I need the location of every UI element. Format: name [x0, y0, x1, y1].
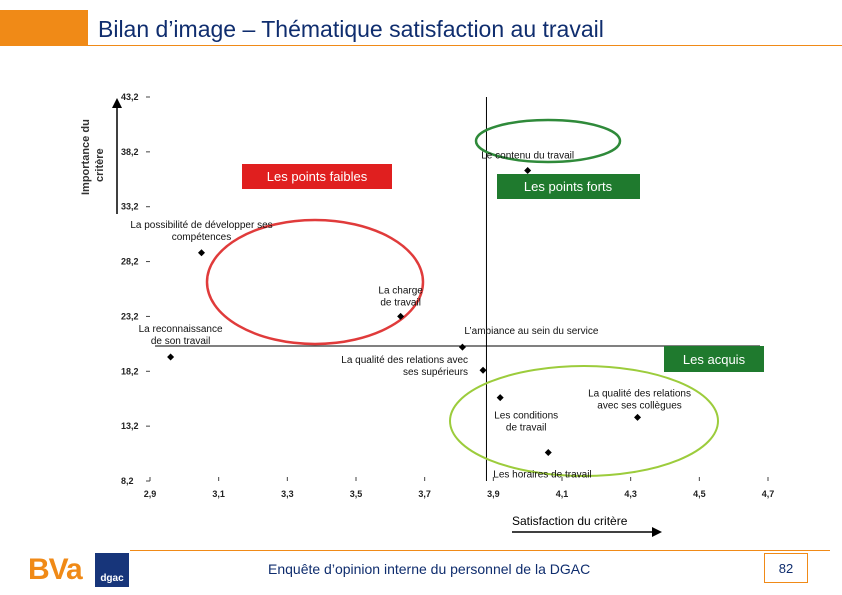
data-point-label: La qualité des relations: [588, 388, 691, 399]
data-point-marker: [634, 413, 642, 421]
footer-divider: [130, 550, 830, 551]
data-point-label: de son travail: [151, 336, 210, 347]
x-tick-label: 4,7: [762, 489, 775, 499]
x-tick-label: 3,5: [350, 489, 363, 499]
data-point-label: Les conditions: [494, 411, 558, 422]
footer-caption: Enquête d’opinion interne du personnel d…: [268, 561, 591, 577]
y-tick-label: 18,2: [121, 366, 139, 376]
data-point-marker: [397, 312, 405, 320]
data-point-label: La charge: [378, 285, 423, 296]
acquis-box: [664, 346, 764, 372]
data-point-marker: [496, 394, 504, 402]
y-tick-label: 8,2: [121, 476, 134, 486]
y-tick-label: 43,2: [121, 92, 139, 102]
x-tick-label: 3,7: [418, 489, 431, 499]
x-axis-title: Satisfaction du critère: [512, 514, 628, 528]
x-tick-label: 4,1: [556, 489, 569, 499]
data-point-label: La reconnaissance: [139, 324, 223, 335]
title-divider: [88, 45, 842, 46]
data-point-label: de travail: [380, 297, 421, 308]
y-tick-label: 13,2: [121, 421, 139, 431]
data-point-label: ses supérieurs: [403, 367, 468, 378]
x-tick-label: 4,5: [693, 489, 706, 499]
data-point-label: La qualité des relations avec: [341, 355, 468, 366]
y-axis-arrowhead: [112, 98, 122, 108]
data-point-marker: [544, 448, 552, 456]
data-point-label: compétences: [172, 232, 231, 243]
acquis-label: Les acquis: [683, 352, 746, 367]
x-tick-label: 3,1: [212, 489, 225, 499]
y-tick-label: 28,2: [121, 257, 139, 267]
strong-points-ellipse: [474, 118, 622, 164]
y-tick-label: 38,2: [121, 147, 139, 157]
x-axis-arrowhead: [652, 527, 662, 537]
x-tick-label: 2,9: [144, 489, 157, 499]
weak-points-box: [242, 164, 392, 189]
data-point-label: La possibilité de développer ses: [130, 220, 272, 231]
data-point-label: Le contenu du travail: [481, 151, 574, 162]
dgac-logo: dgac: [95, 553, 129, 587]
data-point-label: de travail: [506, 423, 547, 434]
data-point-marker: [479, 366, 487, 374]
data-point-label: L’ambiance au sein du service: [464, 326, 598, 337]
bva-logo: BVa: [28, 553, 83, 586]
data-point-marker: [458, 343, 466, 351]
y-tick-label: 33,2: [121, 202, 139, 212]
x-tick-label: 3,9: [487, 489, 500, 499]
data-point-marker: [167, 353, 175, 361]
page-number: 82: [764, 553, 808, 583]
data-point-marker: [524, 167, 532, 175]
strong-points-box: [497, 174, 640, 199]
x-tick-label: 4,3: [624, 489, 637, 499]
data-point-marker: [198, 249, 205, 257]
y-tick-label: 23,2: [121, 311, 139, 321]
page-title: Bilan d’image – Thématique satisfaction …: [98, 16, 604, 42]
header-corner-block: [0, 10, 88, 46]
strong-points-label: Les points forts: [524, 179, 613, 194]
weak-points-ellipse: [205, 218, 425, 346]
x-tick-label: 3,3: [281, 489, 294, 499]
weak-points-label: Les points faibles: [267, 169, 368, 184]
data-point-label: Les horaires de travail: [493, 469, 591, 480]
acquis-ellipse: [449, 365, 719, 477]
data-point-label: avec ses collègues: [597, 400, 682, 411]
